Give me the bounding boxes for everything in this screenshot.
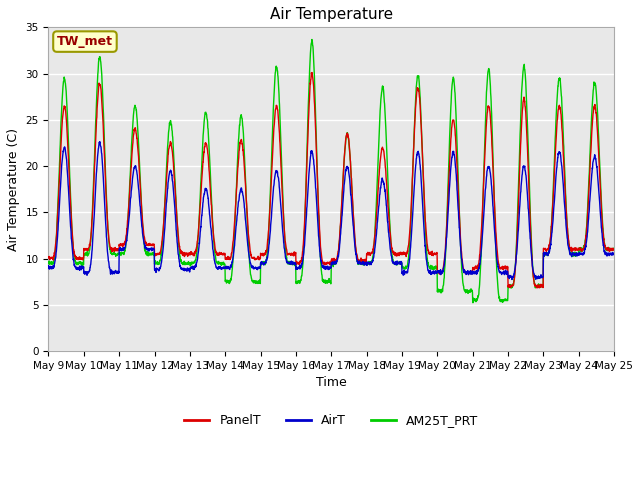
Title: Air Temperature: Air Temperature (269, 7, 393, 22)
Legend: PanelT, AirT, AM25T_PRT: PanelT, AirT, AM25T_PRT (179, 409, 483, 432)
Text: TW_met: TW_met (57, 35, 113, 48)
Y-axis label: Air Temperature (C): Air Temperature (C) (7, 128, 20, 251)
X-axis label: Time: Time (316, 376, 347, 389)
